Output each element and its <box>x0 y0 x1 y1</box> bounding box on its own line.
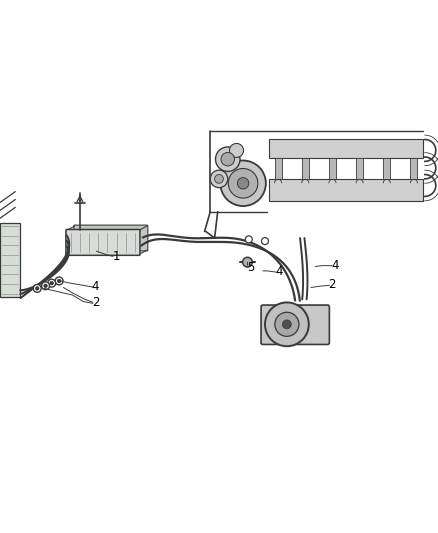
Bar <box>410 158 417 179</box>
Circle shape <box>220 160 266 206</box>
Circle shape <box>210 170 228 188</box>
Circle shape <box>57 279 61 282</box>
Circle shape <box>245 236 252 243</box>
Circle shape <box>42 282 49 290</box>
Bar <box>269 140 423 158</box>
Bar <box>275 158 282 179</box>
Circle shape <box>215 147 240 172</box>
Circle shape <box>221 152 234 166</box>
Circle shape <box>55 277 63 285</box>
Circle shape <box>228 168 258 198</box>
Bar <box>302 158 309 179</box>
Bar <box>329 158 336 179</box>
FancyBboxPatch shape <box>74 225 148 251</box>
Bar <box>383 158 390 179</box>
Circle shape <box>283 320 291 329</box>
Text: 1: 1 <box>112 250 120 263</box>
Circle shape <box>243 257 252 267</box>
Circle shape <box>275 312 299 336</box>
Circle shape <box>215 174 223 183</box>
FancyBboxPatch shape <box>66 230 140 255</box>
Circle shape <box>237 177 249 189</box>
Circle shape <box>261 238 268 245</box>
Circle shape <box>33 285 41 292</box>
FancyBboxPatch shape <box>261 305 329 344</box>
Bar <box>269 179 423 201</box>
Bar <box>0 223 20 297</box>
Text: 5: 5 <box>247 261 254 274</box>
Circle shape <box>48 279 56 287</box>
Bar <box>356 158 363 179</box>
Text: 2: 2 <box>328 278 336 292</box>
Text: 4: 4 <box>331 259 339 272</box>
Circle shape <box>35 287 39 290</box>
Circle shape <box>50 281 53 285</box>
Text: 4: 4 <box>276 265 283 278</box>
Text: 2: 2 <box>92 296 99 309</box>
Text: 4: 4 <box>92 280 99 293</box>
Circle shape <box>265 302 309 346</box>
Circle shape <box>230 143 244 157</box>
Circle shape <box>44 284 47 287</box>
